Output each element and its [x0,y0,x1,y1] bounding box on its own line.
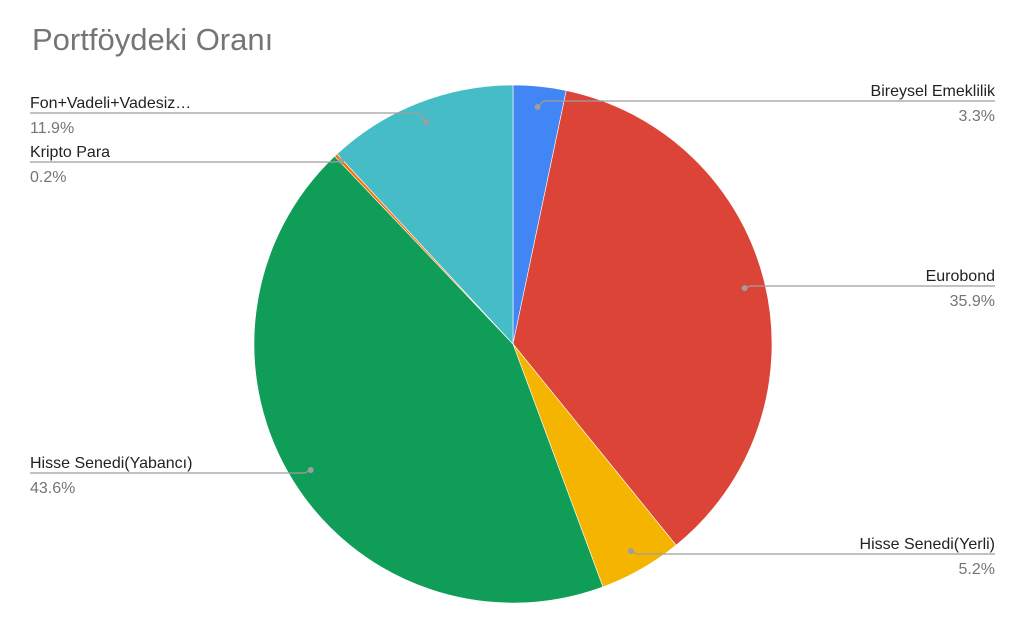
leader-dot-hisse-senedi-yerli [627,548,634,555]
label-value-bireysel-emeklilik: 3.3% [959,108,995,125]
leader-dot-hisse-senedi-yabanc [307,466,314,473]
label-value-hisse-senedi-yerli: 5.2% [959,561,995,578]
leader-line-eurobond [744,285,995,289]
label-name-fon-vadeli-vadesiz: Fon+Vadeli+Vadesiz… [30,95,191,112]
chart-title: Portföydeki Oranı [32,22,274,57]
leader-dot-kripto-para [338,157,345,164]
label-name-hisse-senedi-yerli: Hisse Senedi(Yerli) [860,536,995,553]
label-value-kripto-para: 0.2% [30,169,66,186]
pie-slice-hisse-senedi-yabanc [253,155,604,604]
label-name-bireysel-emeklilik: Bireysel Emeklilik [871,83,996,100]
label-value-hisse-senedi-yabanc: 43.6% [30,480,75,497]
leader-line-fon-vadeli-vadesiz [30,112,427,123]
leader-dot-fon-vadeli-vadesiz [423,119,430,126]
label-name-hisse-senedi-yabanc: Hisse Senedi(Yabancı) [30,455,192,472]
label-value-fon-vadeli-vadesiz: 11.9% [30,120,74,137]
label-name-kripto-para: Kripto Para [30,144,110,161]
leader-dot-bireysel-emeklilik [534,103,541,110]
pie-slice-fon-vadeli-vadesiz [336,84,514,345]
label-name-eurobond: Eurobond [926,268,995,285]
leader-dot-eurobond [741,285,748,292]
pie-slice-eurobond [512,90,773,546]
label-value-eurobond: 35.9% [950,293,995,310]
